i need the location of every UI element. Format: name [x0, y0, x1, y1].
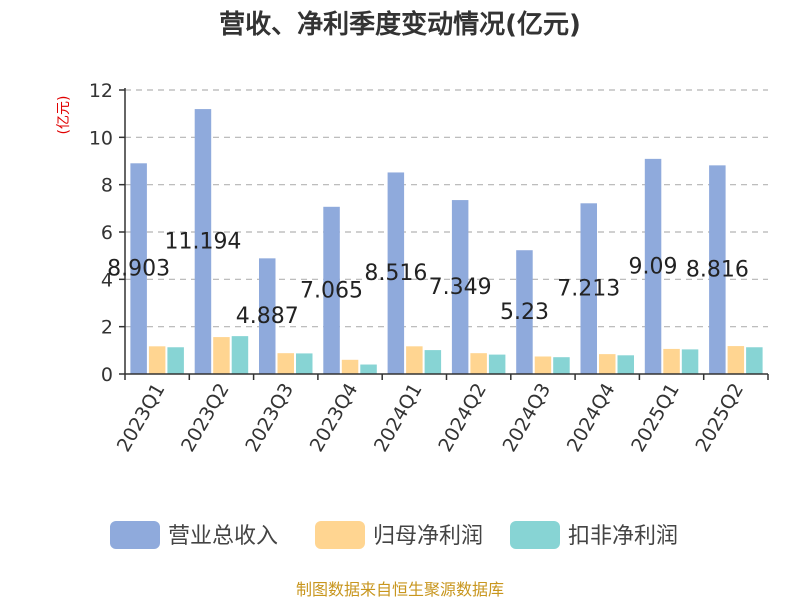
bar	[194, 109, 212, 375]
data-label: 8.516	[364, 261, 427, 286]
bar	[681, 349, 699, 374]
bars	[130, 109, 763, 375]
y-tick-label: 10	[89, 127, 113, 149]
x-tick-label: 2024Q3	[499, 380, 556, 456]
data-label: 4.887	[236, 304, 299, 329]
bar	[617, 355, 634, 374]
bar	[516, 250, 533, 374]
legend: 营业总收入 归母净利润 扣非净利润	[110, 521, 678, 549]
bar	[451, 200, 469, 374]
legend-swatch	[315, 521, 365, 549]
bar	[470, 353, 487, 374]
source-note: 制图数据来自恒生聚源数据库	[296, 580, 504, 599]
bar	[341, 359, 359, 374]
data-label: 8.903	[107, 257, 170, 282]
bar	[663, 348, 680, 374]
x-tick-label: 2025Q2	[691, 380, 748, 456]
bar	[213, 337, 230, 374]
bar	[709, 165, 726, 374]
bar	[488, 354, 506, 374]
bar	[746, 347, 763, 374]
bar	[323, 206, 340, 374]
legend-label: 营业总收入	[168, 524, 278, 549]
y-tick-label: 2	[101, 317, 113, 339]
bar	[406, 346, 423, 374]
bar	[148, 346, 166, 374]
data-label: 7.065	[300, 278, 363, 303]
x-tick-label: 2023Q4	[306, 380, 363, 456]
x-tick-label: 2024Q1	[370, 380, 427, 456]
x-tick-label: 2024Q2	[434, 380, 491, 456]
x-tick-label: 2024Q4	[563, 380, 620, 456]
bar	[644, 158, 662, 374]
x-tick-label: 2025Q1	[627, 380, 684, 456]
y-axis-label: (亿元)	[56, 96, 72, 135]
data-label: 7.349	[429, 275, 492, 300]
bar	[259, 258, 276, 374]
bar	[360, 364, 377, 374]
x-tick-label: 2023Q2	[177, 380, 234, 456]
bar	[231, 336, 249, 374]
bar	[727, 346, 745, 374]
bar	[553, 357, 570, 374]
bar	[534, 356, 552, 374]
legend-label: 归母净利润	[373, 524, 483, 549]
bar	[167, 347, 184, 374]
gridlines	[125, 89, 768, 328]
data-label: 5.23	[500, 300, 549, 325]
legend-swatch	[110, 521, 160, 549]
bar	[387, 172, 405, 374]
x-tick-label: 2023Q1	[113, 380, 170, 456]
y-tick-label: 12	[89, 80, 113, 102]
data-label: 7.213	[557, 277, 620, 302]
y-tick-label: 4	[101, 269, 113, 291]
bar	[580, 203, 597, 374]
data-label: 9.09	[629, 254, 678, 279]
y-tick-label: 6	[101, 222, 113, 244]
bar	[424, 350, 442, 374]
data-label: 8.816	[686, 258, 749, 283]
x-tick-label: 2023Q3	[241, 380, 298, 456]
legend-label: 扣非净利润	[568, 524, 678, 549]
legend-swatch	[510, 521, 560, 549]
data-label: 11.194	[164, 230, 241, 255]
y-tick-label: 0	[101, 364, 113, 386]
bar	[599, 354, 616, 374]
bar	[277, 353, 294, 374]
bar	[296, 353, 313, 374]
bar	[130, 163, 147, 374]
chart-title: 营收、净利季度变动情况(亿元)	[219, 9, 581, 40]
y-tick-label: 8	[101, 175, 113, 197]
